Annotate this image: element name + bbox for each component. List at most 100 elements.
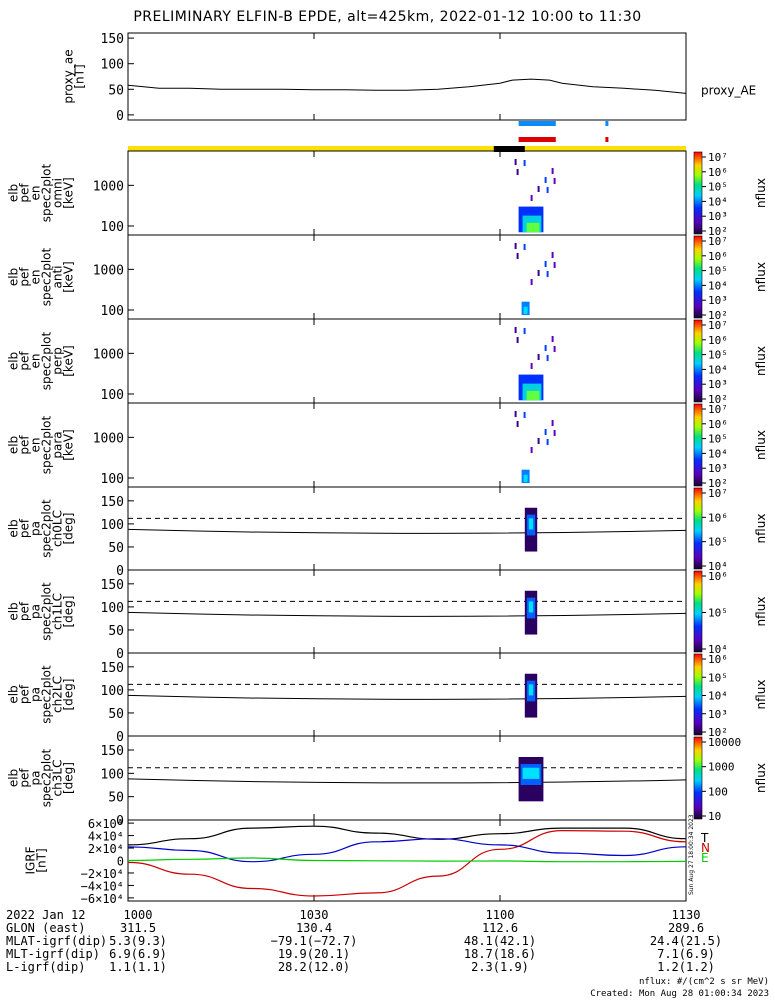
anti-data-fleck-8 <box>546 271 549 277</box>
xaxis-row-0-value-3: 1130 <box>672 908 701 922</box>
xaxis-row-1-value-0: 311.5 <box>120 921 156 935</box>
created-note: Created: Mon Aug 28 01:00:34 2023 <box>590 989 769 999</box>
anti-data-fleck-0 <box>514 243 517 249</box>
ch0LC-ylabel-2: pa <box>29 521 43 536</box>
para-colorbar-title: nflux <box>754 430 768 460</box>
ch1LC-colorbar <box>693 570 703 653</box>
ch3LC-losscone-line <box>127 778 687 784</box>
ch3LC-ytick-label-2: 100 <box>101 767 124 782</box>
ch3LC-ylabel-0: elb <box>7 769 21 787</box>
ch1LC-ylabel-2: pa <box>29 604 43 619</box>
perp-colorbar <box>693 319 703 403</box>
status-bar-black-0 <box>493 146 525 152</box>
para-data-fleck-4 <box>530 447 533 453</box>
ch0LC-ylabel-3: spec2plot <box>40 499 54 558</box>
anti-colorbar-label-5: 10⁷ <box>708 235 728 248</box>
ch1LC-losscone-line <box>127 611 687 617</box>
ch0LC-data-core <box>528 518 534 530</box>
ch2LC-ylabel-0: elb <box>7 685 21 703</box>
para-ylabel-5: [keV] <box>62 429 76 460</box>
para-data-fleck-2 <box>544 429 547 435</box>
xaxis-row-3-value-3: 7.1(6.9) <box>657 947 715 961</box>
ch0LC-ytick-label-1: 50 <box>108 541 124 556</box>
anti-colorbar-label-2: 10⁴ <box>708 279 728 292</box>
ch0LC-ytick-label-2: 100 <box>101 518 124 533</box>
ch2LC-ylabel-4: ch2LC <box>51 676 65 713</box>
bfield-timestamp-note: Sun Aug 27 18:00:34 2023 <box>688 814 695 895</box>
bfield-legend-N: N <box>701 841 710 855</box>
ch2LC-ylabel-3: spec2plot <box>40 665 54 724</box>
para-colorbar-label-5: 10⁷ <box>708 403 728 416</box>
anti-data-fleck-3 <box>537 270 540 276</box>
perp-data-fleck-7 <box>553 346 556 352</box>
ch0LC-colorbar-label-3: 10⁷ <box>708 487 728 500</box>
ch3LC-colorbar-label-3: 10000 <box>708 736 741 749</box>
ch2LC-colorbar-label-0: 10² <box>708 726 728 739</box>
ch2LC-ylabel-2: pa <box>29 687 43 702</box>
ch3LC-ylabel-4: ch3LC <box>51 760 65 797</box>
ch1LC-colorbar-title: nflux <box>754 597 768 627</box>
ch1LC-ytick-label-3: 150 <box>101 578 124 593</box>
anti-ylabel-2: en <box>29 270 43 285</box>
status-bar-blue-0 <box>518 121 556 126</box>
omni-colorbar-label-5: 10⁷ <box>708 151 728 164</box>
ch2LC-ytick-label-0: 0 <box>116 730 124 745</box>
status-bar-red-1 <box>605 137 609 142</box>
ch2LC-losscone-line <box>127 694 687 700</box>
ch0LC-colorbar <box>693 487 703 570</box>
para-colorbar <box>693 403 703 487</box>
perp-ylabel-2: en <box>29 354 43 369</box>
perp-colorbar-label-4: 10⁶ <box>708 334 728 347</box>
bfield-line-N <box>127 829 687 897</box>
para-data-fleck-7 <box>553 430 556 436</box>
ch0LC-ytick-label-0: 0 <box>116 564 124 579</box>
xaxis-row-label-2: MLAT-igrf(dip) <box>6 934 107 948</box>
ch0LC-losscone-line <box>127 528 687 534</box>
ch0LC-colorbar-label-0: 10⁴ <box>708 560 728 573</box>
xaxis-row-label-4: L-igrf(dip) <box>6 960 85 974</box>
xaxis-row-4-value-0: 1.1(1.1) <box>109 960 167 974</box>
perp-ylabel-3: spec2plot <box>40 331 54 390</box>
bfield-line-E <box>127 838 687 863</box>
para-ylabel-2: en <box>29 438 43 453</box>
ch2LC-ylabel-5: [deg] <box>62 679 76 711</box>
anti-data-fleck-1 <box>551 252 554 258</box>
ch0LC-colorbar-label-1: 10⁵ <box>708 536 728 549</box>
ch3LC-ytick-label-1: 50 <box>108 791 124 806</box>
omni-colorbar-title: nflux <box>754 178 768 208</box>
perp-colorbar-label-2: 10⁴ <box>708 363 728 376</box>
ch3LC-ylabel-5: [deg] <box>62 762 76 794</box>
omni-data-fleck-1 <box>551 168 554 174</box>
para-ytick-label-0: 100 <box>101 472 124 487</box>
bfield-ylabel-1: [nT] <box>35 848 49 872</box>
ch0LC-colorbar-title: nflux <box>754 514 768 544</box>
anti-ylabel-1: pef <box>18 267 32 287</box>
ch2LC-colorbar-label-3: 10⁵ <box>708 671 728 684</box>
perp-data-fleck-1 <box>551 336 554 342</box>
units-note: nflux: #/(cm^2 s sr MeV) <box>638 977 769 987</box>
xaxis-row-1-value-2: 112.6 <box>482 921 518 935</box>
ch3LC-frame <box>127 735 687 821</box>
perp-data-fleck-8 <box>546 355 549 361</box>
perp-ytick-label-1: 1000 <box>93 347 124 362</box>
xaxis-row-3-value-0: 6.9(6.9) <box>109 947 167 961</box>
ch0LC-ylabel-5: [deg] <box>62 513 76 545</box>
ch2LC-ytick-label-1: 50 <box>108 707 124 722</box>
ch0LC-ytick-label-3: 150 <box>101 495 124 510</box>
xaxis-row-3-value-1: 19.9(20.1) <box>278 947 350 961</box>
anti-colorbar-title: nflux <box>754 262 768 292</box>
omni-colorbar-label-2: 10⁴ <box>708 195 728 208</box>
ch1LC-colorbar-label-1: 10⁵ <box>708 607 728 620</box>
omni-ytick-label-0: 100 <box>101 220 124 235</box>
xaxis-row-label-1: GLON (east) <box>6 921 85 935</box>
para-data-core <box>523 474 528 482</box>
ch2LC-ylabel-1: pef <box>18 684 32 704</box>
proxy-ae-ytick-label-2: 100 <box>101 58 124 73</box>
perp-ylabel-5: [keV] <box>62 345 76 376</box>
para-colorbar-label-3: 10⁵ <box>708 433 728 446</box>
proxy-ae-frame <box>127 32 687 121</box>
ch0LC-ylabel-0: elb <box>7 519 21 537</box>
anti-ylabel-5: [keV] <box>62 261 76 292</box>
perp-data-fleck-4 <box>530 363 533 369</box>
